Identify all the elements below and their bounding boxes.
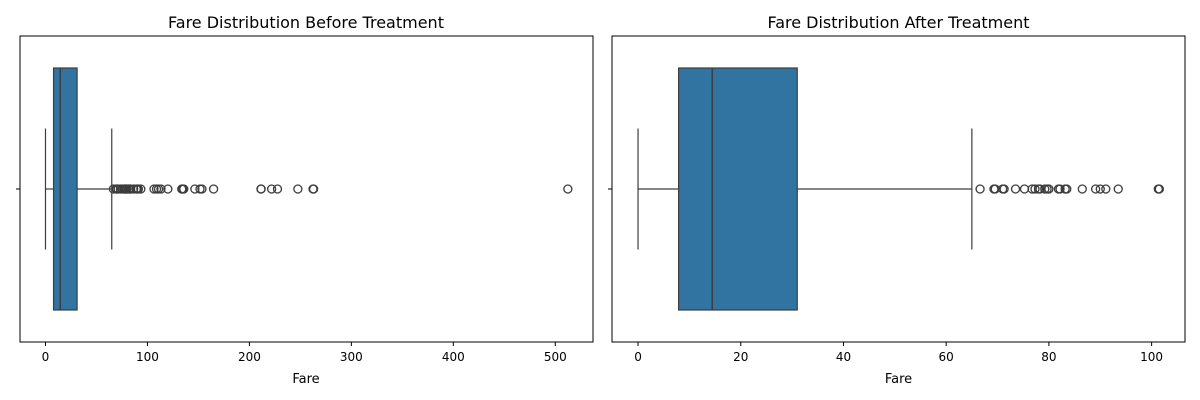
x-axis-label: Fare <box>292 372 319 387</box>
outlier-point <box>1044 184 1054 194</box>
outlier-point <box>1101 184 1111 194</box>
iqr-box <box>678 67 798 311</box>
outlier-point <box>308 184 319 194</box>
x-tick-label: 400 <box>442 350 465 364</box>
outlier-point <box>563 184 573 194</box>
x-tick-label: 100 <box>136 350 159 364</box>
boxplot-panel-before: Fare Distribution Before Treatment Fare … <box>16 13 594 387</box>
outlier-point <box>1030 184 1040 194</box>
outlier-point <box>1062 184 1072 194</box>
outlier-point <box>1077 184 1087 194</box>
outlier-point <box>272 184 283 194</box>
x-tick-label: 0 <box>634 350 642 364</box>
outlier-point <box>208 184 219 194</box>
outlier-point <box>1090 184 1101 194</box>
x-tick-label: 200 <box>238 350 261 364</box>
outlier-point <box>156 184 166 194</box>
outlier-point <box>1095 184 1105 194</box>
outlier-point <box>179 184 189 194</box>
x-axis-label: Fare <box>885 372 912 387</box>
outlier-point <box>1113 184 1123 194</box>
x-tick-label: 300 <box>340 350 363 364</box>
outlier-point <box>149 184 159 194</box>
outlier-point <box>293 184 303 194</box>
x-tick-label: 40 <box>836 350 851 364</box>
outlier-point <box>190 184 200 194</box>
x-tick-label: 20 <box>733 350 748 364</box>
chart-title: Fare Distribution After Treatment <box>767 13 1029 32</box>
x-tick-label: 100 <box>1140 350 1163 364</box>
outlier-point <box>1154 184 1164 194</box>
outlier-point <box>1010 184 1021 194</box>
outlier-point <box>129 184 139 194</box>
outlier-point <box>136 184 146 194</box>
outlier-point <box>999 184 1009 194</box>
outlier-point <box>163 184 173 194</box>
outlier-point <box>133 184 144 194</box>
x-tick-label: 60 <box>939 350 954 364</box>
outlier-point <box>256 184 266 194</box>
outlier-point <box>266 184 277 194</box>
outlier-point <box>1035 184 1045 194</box>
outlier-point <box>1019 184 1030 194</box>
chart-title: Fare Distribution Before Treatment <box>168 13 444 32</box>
boxplot-panel-after: Fare Distribution After Treatment Fare 0… <box>608 13 1186 387</box>
outlier-point <box>153 184 164 194</box>
outlier-point <box>1055 184 1065 194</box>
iqr-box <box>52 67 78 311</box>
outlier-point <box>975 184 985 194</box>
x-tick-label: 80 <box>1041 350 1056 364</box>
outlier-point <box>108 184 119 194</box>
outlier-point <box>197 184 207 194</box>
x-tick-label: 500 <box>544 350 567 364</box>
x-tick-label: 0 <box>42 350 50 364</box>
